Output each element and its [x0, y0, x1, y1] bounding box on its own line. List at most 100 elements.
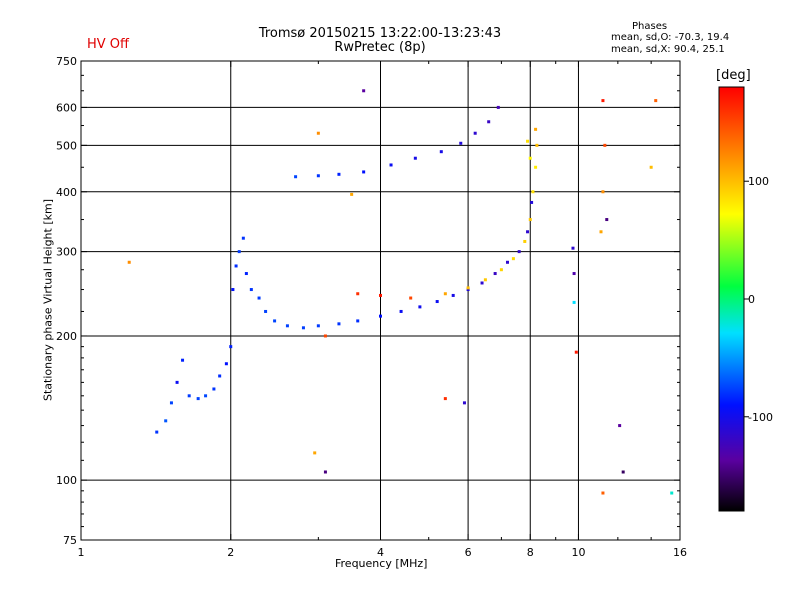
data-point: [603, 143, 607, 147]
y-tick-label: 75: [63, 534, 77, 547]
y-tick-label: 100: [56, 474, 77, 487]
x-tick-label: 16: [673, 546, 687, 559]
y-tick-label: 750: [56, 55, 77, 68]
data-point: [601, 491, 605, 495]
colorbar-label: [deg]: [716, 68, 751, 83]
phases-heading: Phases: [632, 21, 668, 32]
data-point: [505, 260, 509, 264]
data-point: [313, 451, 317, 455]
data-point: [316, 131, 320, 135]
data-point: [571, 246, 575, 250]
data-point: [599, 230, 603, 234]
data-point: [413, 156, 417, 160]
colorbar-tick-label: -100: [748, 411, 773, 424]
colorbar: [718, 86, 745, 512]
data-point: [487, 120, 491, 124]
grid-lines: [81, 61, 680, 540]
chart-title: Tromsø 20150215 13:22:00-13:23:43: [258, 26, 502, 41]
data-point: [356, 319, 360, 323]
data-point: [264, 309, 268, 313]
data-point: [234, 264, 238, 268]
data-point: [418, 305, 422, 309]
data-point: [127, 260, 131, 264]
data-point: [517, 250, 521, 254]
data-points: [127, 89, 674, 495]
data-point: [480, 281, 484, 285]
data-point: [572, 300, 576, 304]
data-point: [212, 387, 216, 391]
colorbar-tick-label: 0: [748, 293, 755, 306]
data-point: [499, 268, 503, 272]
data-point: [462, 401, 466, 405]
y-tick-label: 400: [56, 186, 77, 199]
data-point: [323, 334, 327, 338]
y-tick-label: 600: [56, 101, 77, 114]
data-point: [218, 374, 222, 378]
data-point: [670, 491, 674, 495]
x-tick-label: 6: [465, 546, 472, 559]
data-point: [356, 292, 360, 296]
x-tick-label: 4: [377, 546, 384, 559]
data-point: [224, 362, 228, 366]
data-point: [443, 397, 447, 401]
data-point: [196, 397, 200, 401]
data-point: [316, 174, 320, 178]
data-point: [249, 288, 253, 292]
x-axis-label: Frequency [MHz]: [335, 557, 428, 570]
data-point: [534, 127, 538, 131]
data-point: [337, 322, 341, 326]
data-point: [649, 165, 653, 169]
data-point: [618, 424, 622, 428]
data-point: [294, 175, 298, 179]
data-point: [534, 165, 538, 169]
y-tick-label: 200: [56, 330, 77, 343]
data-point: [496, 105, 500, 109]
data-point: [466, 288, 470, 292]
data-point: [435, 300, 439, 304]
data-point: [316, 324, 320, 328]
data-point: [493, 272, 497, 276]
phases-o-stats: mean, sd,O: -70.3, 19.4: [611, 32, 730, 43]
data-point: [229, 345, 233, 349]
data-point: [399, 309, 403, 313]
x-tick-label: 10: [571, 546, 585, 559]
hv-status-label: HV Off: [87, 37, 129, 52]
data-point: [528, 218, 532, 222]
data-point: [574, 350, 578, 354]
y-tick-label: 300: [56, 246, 77, 259]
data-point: [535, 143, 539, 147]
data-point: [181, 358, 185, 362]
y-tick-label: 500: [56, 139, 77, 152]
data-point: [601, 190, 605, 194]
data-point: [473, 131, 477, 135]
data-point: [362, 170, 366, 174]
data-point: [175, 380, 179, 384]
colorbar-ticks: 100 0 -100: [744, 175, 773, 424]
data-point: [273, 319, 277, 323]
data-point: [285, 324, 289, 328]
x-tick-label: 2: [227, 546, 234, 559]
data-point: [531, 190, 535, 194]
data-point: [337, 172, 341, 176]
phases-x-stats: mean, sd,X: 90.4, 25.1: [611, 44, 725, 55]
data-point: [526, 230, 530, 234]
data-point: [459, 141, 463, 145]
data-point: [443, 292, 447, 296]
data-point: [523, 239, 527, 243]
data-point: [451, 293, 455, 297]
data-point: [654, 99, 658, 103]
data-point: [530, 200, 534, 204]
data-point: [511, 257, 515, 261]
data-point: [155, 430, 159, 434]
data-point: [572, 272, 576, 276]
data-point: [169, 401, 173, 405]
data-point: [466, 286, 470, 290]
data-point: [204, 394, 208, 398]
data-point: [439, 150, 443, 154]
data-point: [379, 293, 382, 297]
x-tick-label: 1: [78, 546, 85, 559]
data-point: [323, 470, 327, 474]
data-point: [526, 139, 530, 143]
data-point: [389, 163, 393, 167]
